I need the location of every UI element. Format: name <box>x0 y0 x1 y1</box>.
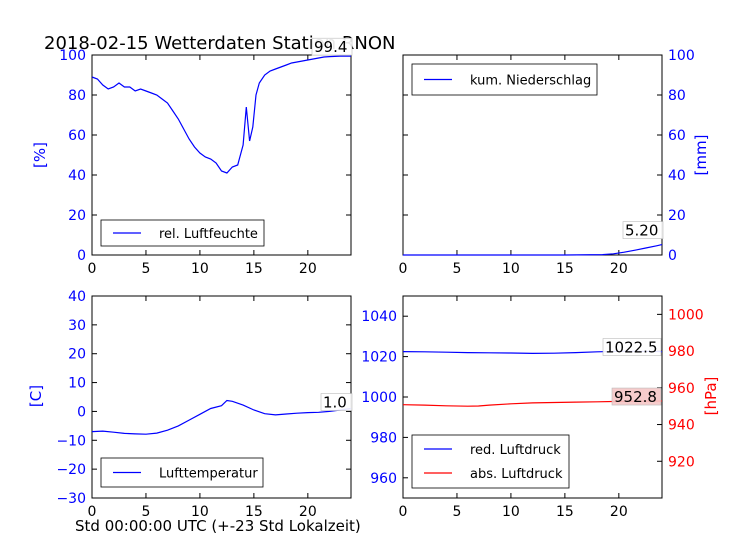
x-tick-label: 10 <box>502 504 520 520</box>
y-tick-label: 60 <box>68 128 86 144</box>
x-tick-label: 15 <box>245 504 263 520</box>
y-tick-label: 80 <box>668 88 686 104</box>
x-tick-label: 5 <box>141 261 150 277</box>
y-tick-label: 980 <box>370 430 397 446</box>
legend-humidity: rel. Luftfeuchte <box>100 219 265 247</box>
legend-precipitation: kum. Niederschlag <box>411 63 598 96</box>
series-line-temperature-0 <box>91 399 352 435</box>
last-value-label: 5.20 <box>625 222 658 240</box>
y-tick-label: 980 <box>668 344 695 360</box>
y-tick-label: 40 <box>68 289 86 305</box>
x-tick-label: 5 <box>452 504 461 520</box>
y-tick-label: 60 <box>668 128 686 144</box>
last-value-box <box>622 221 664 239</box>
legend-label: red. Luftdruck <box>470 443 561 458</box>
y-tick-label: 10 <box>68 376 86 392</box>
y-tick-label: 20 <box>68 208 86 224</box>
figure-title: 2018-02-15 Wetterdaten Station RNON <box>44 33 395 54</box>
series-line-humidity-0 <box>91 55 351 174</box>
last-value-box <box>611 387 662 406</box>
x-tick-label: 0 <box>399 261 408 277</box>
last-value-label: 1.0 <box>323 394 347 412</box>
y-tick-label: 920 <box>668 454 695 470</box>
x-tick-label: 20 <box>610 504 628 520</box>
last-value-box <box>602 338 662 356</box>
x-tick-label: 0 <box>399 504 408 520</box>
last-value-label: 1022.5 <box>605 339 658 357</box>
y-tick-label: 100 <box>59 48 86 64</box>
last-value-box <box>320 393 353 411</box>
y-tick-label: 20 <box>68 347 86 363</box>
y-axis-label: [%] <box>31 142 49 168</box>
y-tick-label: 0 <box>668 248 677 264</box>
x-tick-label: 0 <box>88 261 97 277</box>
y-tick-label: 1020 <box>361 350 397 366</box>
x-tick-label: 20 <box>610 261 628 277</box>
y-axis-label: [C] <box>27 385 45 407</box>
x-tick-label: 20 <box>299 261 317 277</box>
legend-temperature: Lufttemperatur <box>100 457 264 488</box>
y-axis-label: [mm] <box>692 135 710 176</box>
y-tick-label: 1000 <box>361 390 397 406</box>
panel-humidity: 0 5 10 15 20 0 20 40 60 80 100 [%] 99.4 rel. Luftfeuc… <box>31 37 353 277</box>
legend-label: abs. Luftdruck <box>470 467 563 482</box>
legend-box <box>411 434 570 489</box>
y-tick-label: 80 <box>68 88 86 104</box>
x-tick-label: 10 <box>191 504 209 520</box>
y-tick-label: 40 <box>68 168 86 184</box>
y-tick-label: −20 <box>56 462 86 478</box>
panel-precipitation: 0 5 10 15 20 0 20 40 60 80 100 [mm] 5.20 kum. Nieders… <box>399 48 710 277</box>
y-tick-label: 960 <box>668 381 695 397</box>
series-line-precipitation-0 <box>403 244 663 256</box>
y-tick-label: 40 <box>668 168 686 184</box>
y-tick-label: 30 <box>68 318 86 334</box>
x-tick-label: 10 <box>191 261 209 277</box>
x-tick-label: 20 <box>299 504 317 520</box>
y-tick-label: −30 <box>56 491 86 507</box>
last-value-box <box>311 37 353 56</box>
x-tick-label: 5 <box>452 261 461 277</box>
y-tick-label: 960 <box>370 471 397 487</box>
y-tick-label: 20 <box>668 208 686 224</box>
panel-pressure: 0 5 10 15 20 960 980 1000 1020 1040 920 940 960 980 10… <box>361 295 720 520</box>
x-tick-label: 15 <box>556 261 574 277</box>
legend-label: Lufttemperatur <box>159 467 258 482</box>
x-tick-label: 15 <box>556 504 574 520</box>
y-tick-label: 940 <box>668 418 695 434</box>
y-tick-label: 0 <box>77 248 86 264</box>
y-axis-label: [hPa] <box>702 377 720 416</box>
y-tick-label: 1040 <box>361 309 397 325</box>
legend-label: rel. Luftfeuchte <box>159 227 258 242</box>
legend-label: kum. Niederschlag <box>470 74 591 89</box>
x-tick-label: 0 <box>88 504 97 520</box>
y-tick-label: 0 <box>77 404 86 420</box>
plot-frame <box>91 54 352 256</box>
x-tick-label: 15 <box>245 261 263 277</box>
x-axis-label: Std 00:00:00 UTC (+-23 Std Lokalzeit) <box>75 517 361 535</box>
x-tick-label: 5 <box>141 504 150 520</box>
last-value-label: 952.8 <box>614 388 657 406</box>
last-value-label: 99.4 <box>314 38 347 56</box>
legend-pressure: red. Luftdruck abs. Luftdruck <box>411 434 570 489</box>
x-tick-label: 10 <box>502 261 520 277</box>
panel-temperature: 0 5 10 15 20 −30 −20 −10 0 10 20 30 40 [C] 1.0 Lufttemp… <box>27 289 353 520</box>
y-tick-label: 1000 <box>668 307 704 323</box>
y-tick-label: −10 <box>56 433 86 449</box>
y-tick-label: 100 <box>668 48 695 64</box>
